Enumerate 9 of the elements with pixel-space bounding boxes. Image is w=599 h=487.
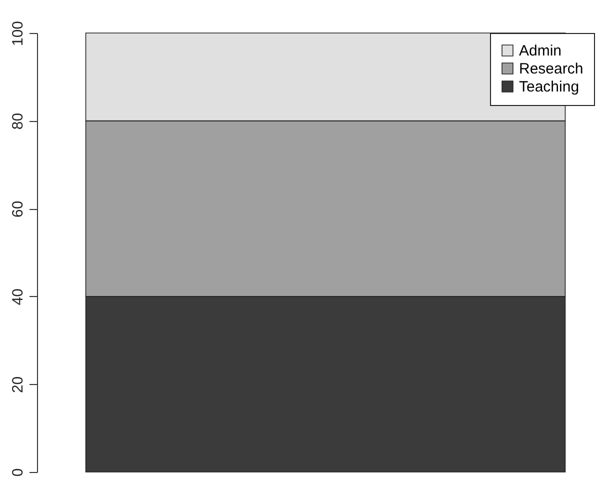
y-tick-label: 80 <box>10 112 26 130</box>
y-tick-label: 60 <box>10 200 26 218</box>
y-tick-label: 0 <box>10 468 26 477</box>
legend-label: Admin <box>519 42 562 60</box>
y-tick-label: 20 <box>10 376 26 394</box>
y-tick-label: 40 <box>10 288 26 306</box>
legend-label: Research <box>519 60 584 78</box>
y-tick-label: 100 <box>10 20 26 46</box>
legend-label: Teaching <box>519 78 580 96</box>
